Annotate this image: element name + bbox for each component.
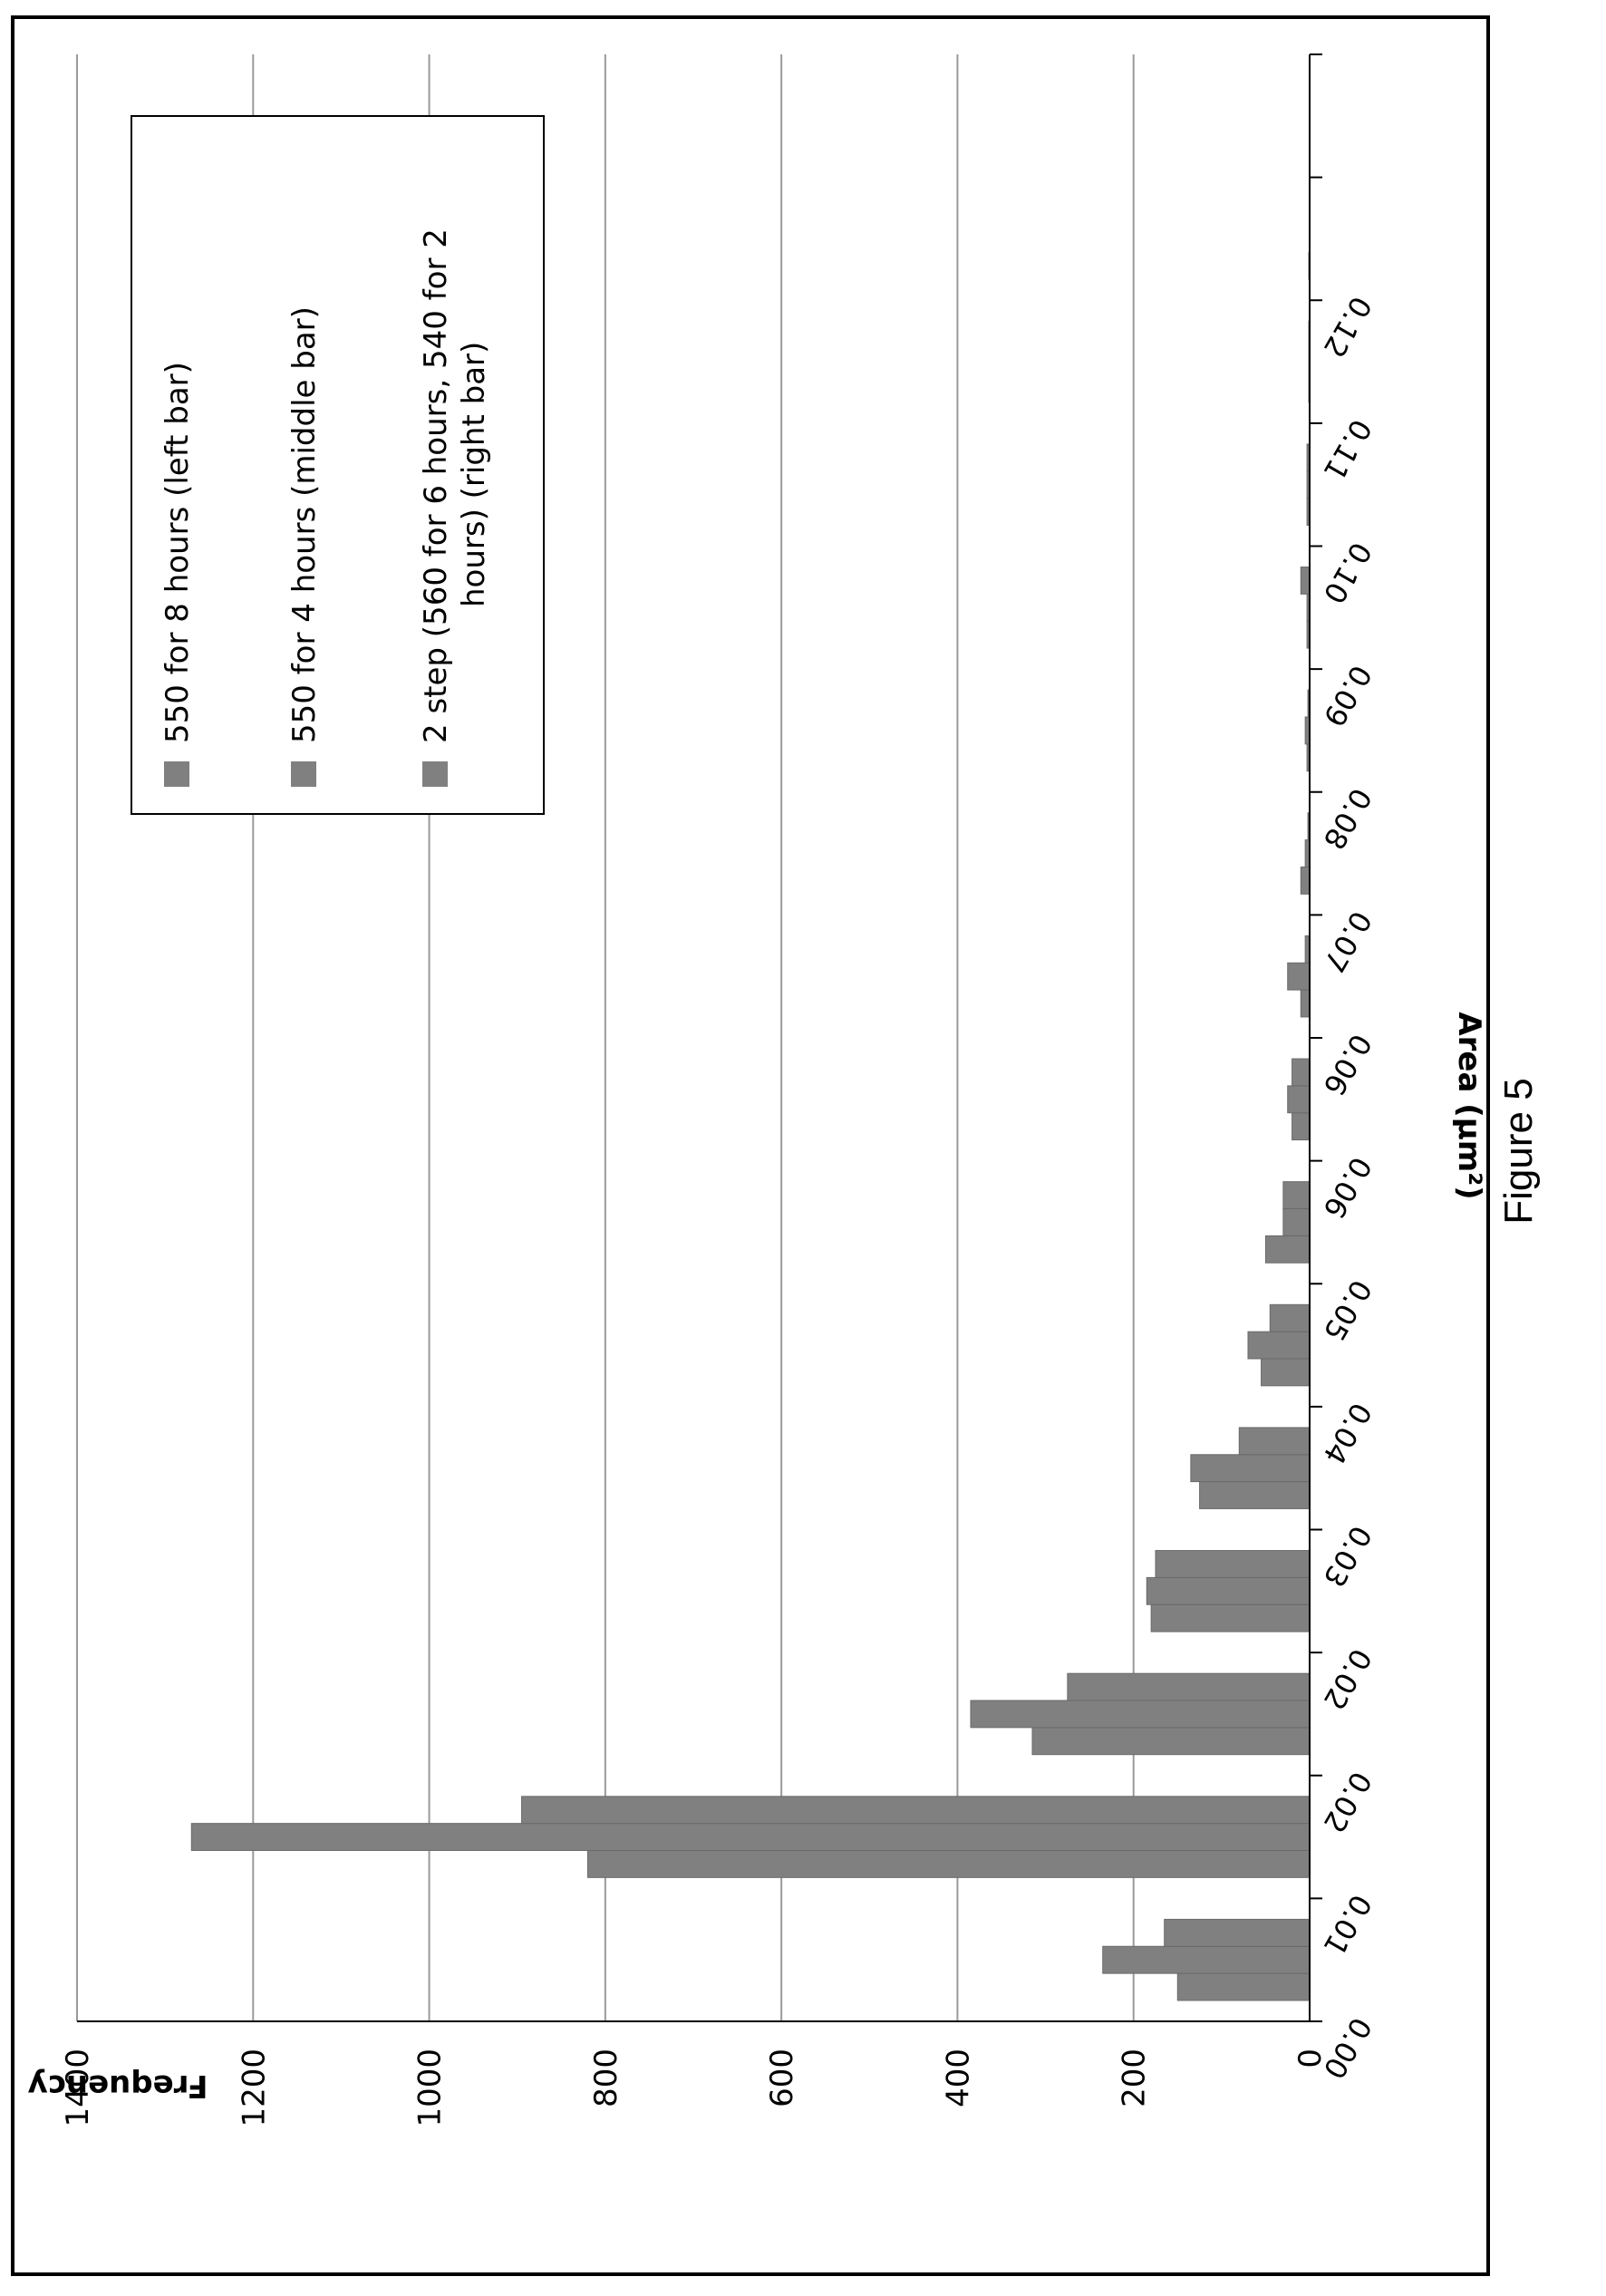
y-tick-label: 800	[588, 2049, 624, 2107]
x-tick-label: 0.02	[1316, 1766, 1379, 1839]
legend-box	[131, 115, 545, 815]
x-tick-label: 0.06	[1316, 1028, 1379, 1101]
y-tick-label: 1400	[60, 2049, 96, 2127]
x-tick-label: 0.06	[1316, 1151, 1379, 1225]
bar-series-3	[1067, 1672, 1311, 1701]
bar-series-1	[586, 1849, 1311, 1878]
bar-series-2	[1287, 1085, 1311, 1114]
x-tick-label: 0.02	[1316, 1642, 1379, 1716]
y-tick-label: 1000	[412, 2049, 449, 2127]
bar-series-3	[1164, 1918, 1311, 1947]
legend-swatch-1	[164, 761, 189, 787]
bar-series-1	[1264, 1235, 1311, 1264]
figure-frame	[11, 15, 1490, 2276]
bar-series-2	[970, 1700, 1311, 1729]
x-tick-label: 0.05	[1316, 1274, 1379, 1347]
bar-series-3	[1282, 1181, 1311, 1210]
legend-label-line: hours) (right bar)	[456, 342, 492, 607]
bar-series-2	[1102, 1945, 1311, 1974]
y-tick-label: 200	[1117, 2049, 1153, 2107]
x-tick-label: 0.10	[1316, 537, 1379, 610]
y-tick-label: 1200	[236, 2049, 272, 2127]
bar-series-2	[1190, 1454, 1311, 1483]
legend: 550 for 8 hours (left bar) 550 for 4 hour…	[131, 115, 545, 815]
figure-caption: Figure 5	[1496, 1078, 1541, 1224]
bar-series-1	[1199, 1481, 1311, 1509]
bar-series-1	[1150, 1603, 1311, 1632]
bar-series-1	[1031, 1727, 1311, 1756]
y-tick-label: 0	[1292, 2049, 1329, 2068]
x-tick-label: 0.11	[1316, 413, 1379, 487]
y-tick-label: 400	[940, 2049, 976, 2107]
bar-series-1	[1300, 989, 1311, 1018]
x-tick-label: 0.09	[1316, 659, 1379, 732]
bar-series-2	[1287, 962, 1311, 991]
bar-series-3	[521, 1796, 1311, 1825]
bar-series-2	[190, 1823, 1311, 1851]
bar-series-3	[1300, 567, 1311, 595]
bar-series-2	[1282, 1208, 1311, 1236]
x-axis-title: Area (µm²)	[1451, 1012, 1487, 1199]
x-tick-label: 0.03	[1316, 1520, 1379, 1594]
x-tick-label: 0.07	[1316, 906, 1379, 979]
bar-series-3	[1238, 1427, 1311, 1456]
y-tick-label: 600	[764, 2049, 800, 2107]
legend-label-1: 550 for 8 hours (left bar)	[160, 362, 196, 743]
bar-series-3	[1292, 1058, 1311, 1087]
legend-swatch-2	[291, 761, 316, 787]
legend-swatch-3	[422, 761, 448, 787]
x-tick-label: 0.01	[1316, 1889, 1379, 1962]
x-tick-label: 0.08	[1316, 782, 1379, 856]
bar-series-1	[1261, 1358, 1311, 1387]
legend-label-line: 2 step (560 for 6 hours, 540 for 2	[418, 228, 454, 743]
plot-area	[76, 54, 1311, 2021]
legend-label-2: 550 for 4 hours (middle bar)	[286, 306, 323, 743]
x-tick-label: 0.04	[1316, 1397, 1379, 1470]
legend-label-3: 2 step (560 for 6 hours, 540 for 2hours)…	[418, 228, 492, 743]
bar-series-3	[1155, 1550, 1311, 1578]
bar-series-1	[1176, 1972, 1311, 2001]
bar-series-3	[1269, 1303, 1311, 1332]
x-tick-label: 0.12	[1316, 290, 1379, 363]
x-tick-label: 0.00	[1316, 2011, 1379, 2085]
bar-series-1	[1292, 1112, 1311, 1141]
bar-series-2	[1247, 1331, 1311, 1360]
bar-series-2	[1146, 1576, 1311, 1605]
bar-series-1	[1300, 866, 1311, 895]
y-axis-title: Frequency	[27, 2068, 208, 2104]
